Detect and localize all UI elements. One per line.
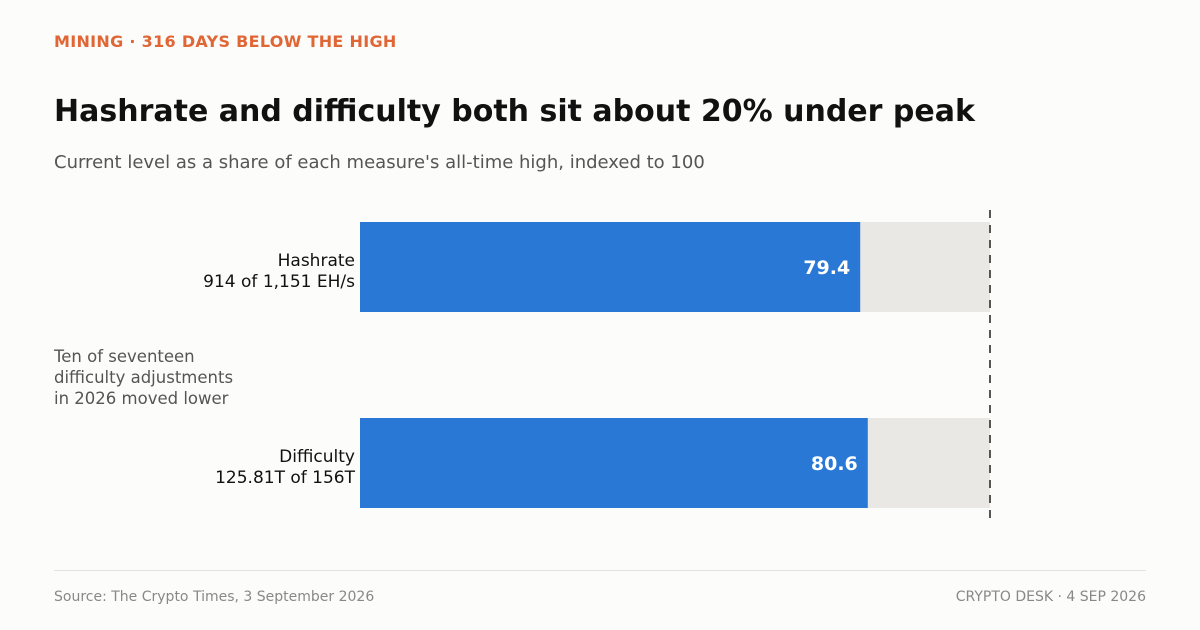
chart-kicker: MINING · 316 DAYS BELOW THE HIGH	[54, 32, 397, 51]
source-note: Source: The Crypto Times, 3 September 20…	[54, 589, 375, 605]
bar-value-label: 80.6	[811, 453, 858, 475]
category-label: Hashrate	[278, 251, 355, 271]
category-detail-label: 125.81T of 156T	[215, 468, 356, 488]
category-detail-label: 914 of 1,151 EH/s	[203, 272, 355, 292]
annotation-line: in 2026 moved lower	[54, 389, 229, 408]
footer-divider	[54, 570, 1146, 571]
chart-subtitle: Current level as a share of each measure…	[54, 152, 705, 173]
category-label: Difficulty	[279, 447, 355, 467]
bar	[360, 222, 861, 312]
bar	[360, 418, 868, 508]
annotation-line: difficulty adjustments	[54, 368, 234, 387]
bar-value-label: 79.4	[803, 257, 850, 279]
annotation-line: Ten of seventeen	[54, 347, 195, 366]
chart-title: Hashrate and difficulty both sit about 2…	[54, 94, 975, 129]
chart-annotation: Ten of seventeen difficulty adjustments …	[54, 346, 233, 409]
credit-note: CRYPTO DESK · 4 SEP 2026	[955, 589, 1146, 605]
